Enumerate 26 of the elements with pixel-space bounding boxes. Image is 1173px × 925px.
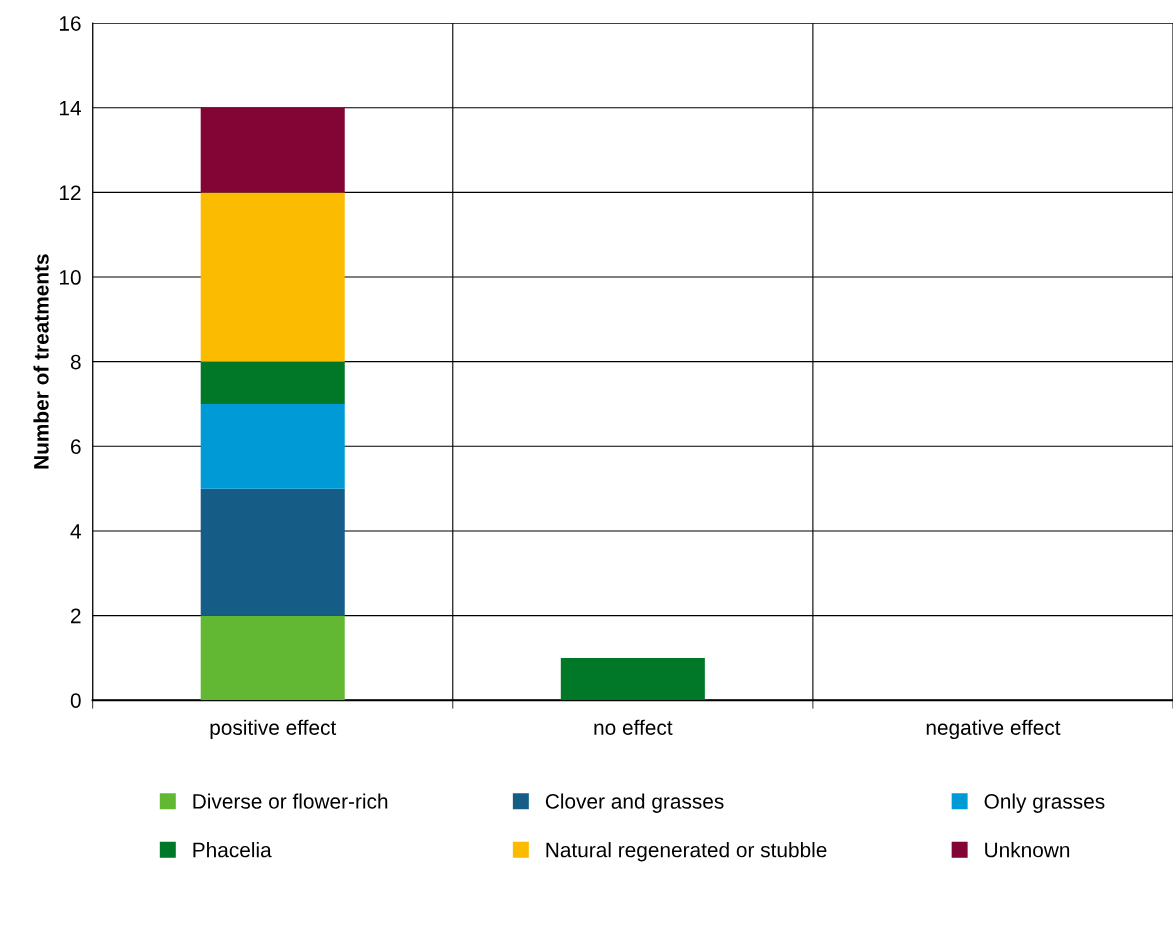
y-tick-label: 10 [59,270,81,285]
x-tick-label: negative effect [926,719,1061,740]
bar [200,403,345,489]
y-tick-label: 8 [70,354,81,370]
bar [200,615,345,701]
legend-label: Natural regenerated or stubble [546,842,827,862]
bar [560,657,705,701]
x-tick-label: no effect [594,719,673,735]
legend-label: Clover and grasses [545,793,724,813]
bar [200,192,345,362]
legend-label: Phacelia [193,842,272,858]
bar [200,107,345,193]
y-tick-label: 4 [70,524,81,539]
y-tick-label: 0 [70,693,81,708]
y-tick-label: 16 [59,16,81,31]
legend-label: Diverse or flower-rich [193,793,388,809]
y-tick-label: 12 [59,185,81,200]
bar [200,361,345,404]
y-axis-title: Number of treatments [33,254,49,469]
legend-label: Only grasses [984,793,1105,813]
y-tick-label: 6 [71,439,81,455]
bar [200,488,345,616]
legend-label: Unknown [985,842,1070,858]
x-tick-label: positive effect [210,719,337,740]
y-tick-label: 14 [59,100,81,116]
y-tick-label: 2 [71,608,81,624]
